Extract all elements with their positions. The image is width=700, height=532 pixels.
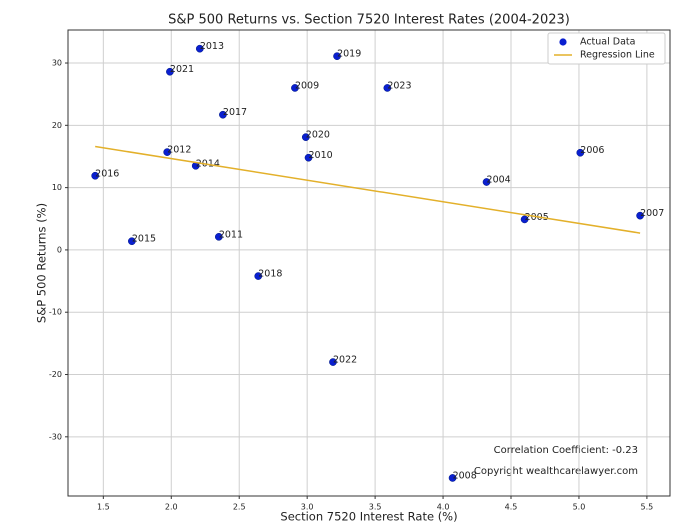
data-point <box>128 237 136 246</box>
data-point <box>214 232 223 241</box>
annotation: Correlation Coefficient: -0.23 <box>494 445 638 456</box>
x-tick-label: 1.5 <box>97 503 110 512</box>
point-label: 2017 <box>223 107 247 118</box>
point-label: 2004 <box>487 175 511 186</box>
x-tick-label: 4.0 <box>437 503 450 512</box>
point-label: 2013 <box>200 41 224 52</box>
data-point <box>301 133 310 142</box>
y-tick-label: -30 <box>49 432 62 441</box>
data-point <box>254 272 263 280</box>
y-tick-label: -10 <box>49 308 62 317</box>
point-label: 2019 <box>337 49 361 60</box>
data-point <box>195 44 204 53</box>
data-point <box>576 148 585 157</box>
point-label: 2015 <box>132 234 156 245</box>
point-label: 2018 <box>258 269 282 280</box>
data-point <box>219 110 227 119</box>
point-label: 2007 <box>640 208 664 219</box>
legend-label: Regression Line <box>580 50 655 61</box>
annotation: Copyright wealthcarelawyer.com <box>474 466 638 477</box>
y-axis-label: S&P 500 Returns (%) <box>35 203 49 323</box>
y-tick-label: -20 <box>49 370 62 379</box>
chart-title: S&P 500 Returns vs. Section 7520 Interes… <box>168 13 570 28</box>
x-tick-label: 3.5 <box>369 503 382 512</box>
point-label: 2006 <box>580 145 604 156</box>
point-label: 2021 <box>170 64 194 75</box>
x-tick-label: 2.5 <box>233 503 246 512</box>
x-tick-label: 3.0 <box>301 503 314 512</box>
data-point <box>304 153 313 162</box>
data-point <box>166 67 174 76</box>
data-point <box>636 211 644 220</box>
y-tick-label: 20 <box>52 121 62 130</box>
legend-label: Actual Data <box>580 37 635 48</box>
x-tick-label: 5.0 <box>573 503 586 512</box>
point-label: 2023 <box>387 80 411 91</box>
point-label: 2022 <box>333 355 357 366</box>
legend-marker <box>559 38 567 46</box>
point-label: 2011 <box>219 229 243 240</box>
y-tick-label: 0 <box>57 245 62 254</box>
regression-line <box>95 145 641 234</box>
x-tick-label: 4.5 <box>505 503 518 512</box>
x-tick-label: 5.5 <box>641 503 654 512</box>
data-point <box>520 215 529 224</box>
point-label: 2009 <box>295 80 319 91</box>
data-point <box>329 358 337 366</box>
plot-frame <box>67 29 671 497</box>
data-point <box>333 52 341 61</box>
data-point <box>448 474 457 482</box>
data-point <box>163 148 172 156</box>
data-point <box>291 84 299 92</box>
point-label: 2020 <box>306 130 330 141</box>
point-label: 2010 <box>309 150 333 161</box>
y-tick-label: 30 <box>52 59 62 68</box>
data-point <box>91 171 100 180</box>
point-label: 2012 <box>167 145 191 156</box>
y-tick-label: 10 <box>52 183 62 192</box>
x-tick-label: 2.0 <box>165 503 178 512</box>
x-axis-label: Section 7520 Interest Rate (%) <box>280 510 457 524</box>
point-label: 2008 <box>453 470 477 481</box>
data-point <box>482 178 491 186</box>
legend-box <box>547 32 666 65</box>
data-point <box>383 84 392 92</box>
point-label: 2016 <box>95 168 119 179</box>
